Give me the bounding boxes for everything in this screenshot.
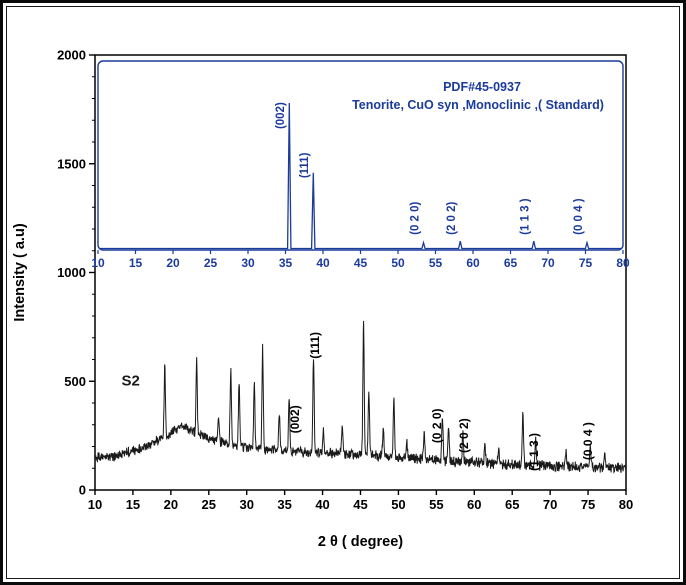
main-hkl-label: (002) bbox=[288, 405, 302, 433]
inset-hkl-label: (111) bbox=[299, 152, 311, 178]
main-hkl-label: (0 0 4 ) bbox=[581, 422, 595, 460]
inset-x-axis-tick-label: 50 bbox=[391, 256, 405, 270]
inset-x-axis-tick-label: 15 bbox=[129, 256, 143, 270]
main-hkl-label: (0 2 0) bbox=[430, 408, 444, 443]
x-axis-tick-label: 30 bbox=[239, 497, 253, 512]
inset-hkl-label: (0 2 0) bbox=[410, 201, 422, 234]
inset-x-axis-tick-label: 40 bbox=[316, 256, 330, 270]
inset-title-line1: PDF#45-0937 bbox=[443, 80, 521, 94]
y-axis-tick-label: 1500 bbox=[57, 156, 86, 171]
x-axis-tick-label: 15 bbox=[126, 497, 140, 512]
inset-x-axis-tick-label: 80 bbox=[616, 256, 630, 270]
inset-x-axis-tick-label: 60 bbox=[466, 256, 480, 270]
inset-hkl-label: (2 0 2) bbox=[446, 201, 458, 234]
x-axis-tick-label: 20 bbox=[164, 497, 178, 512]
inset-title-line2: Tenorite, CuO syn ,Monoclinic ,( Standar… bbox=[352, 98, 604, 112]
inset-hkl-label: (002) bbox=[275, 102, 287, 129]
y-axis-tick-label: 0 bbox=[79, 483, 86, 498]
x-axis-tick-label: 50 bbox=[391, 497, 405, 512]
inset-hkl-label: (0 0 4 ) bbox=[573, 198, 585, 235]
inset-x-axis-tick-label: 35 bbox=[279, 256, 293, 270]
inset-x-axis-tick-label: 10 bbox=[91, 256, 105, 270]
inset-x-axis-tick-label: 25 bbox=[204, 256, 218, 270]
inset-x-axis-tick-label: 30 bbox=[241, 256, 255, 270]
main-hkl-label: (111) bbox=[308, 332, 322, 359]
x-axis-title: 2 θ ( degree) bbox=[318, 534, 403, 550]
x-axis-tick-label: 60 bbox=[467, 497, 481, 512]
y-axis-tick-label: 2000 bbox=[57, 48, 86, 63]
main-hkl-label: (2 0 2) bbox=[457, 418, 471, 453]
x-axis-tick-label: 70 bbox=[543, 497, 557, 512]
main-hkl-label: (1 1 3 ) bbox=[527, 433, 541, 471]
inset-x-axis-tick-label: 65 bbox=[504, 256, 518, 270]
inset-x-axis-tick-label: 75 bbox=[579, 256, 593, 270]
x-axis-tick-label: 35 bbox=[277, 497, 291, 512]
y-axis-tick-label: 500 bbox=[64, 374, 86, 389]
x-axis-tick-label: 75 bbox=[581, 497, 595, 512]
x-axis-tick-label: 40 bbox=[315, 497, 329, 512]
inset-x-axis-tick-label: 45 bbox=[354, 256, 368, 270]
inset-x-axis-tick-label: 20 bbox=[166, 256, 180, 270]
x-axis-tick-label: 55 bbox=[429, 497, 443, 512]
x-axis-tick-label: 10 bbox=[88, 497, 102, 512]
inset-x-axis-tick-label: 55 bbox=[429, 256, 443, 270]
reference-trace bbox=[99, 102, 622, 250]
inset-border bbox=[97, 60, 624, 251]
main-plot-border bbox=[94, 54, 627, 491]
inset-x-axis-tick-label: 70 bbox=[541, 256, 555, 270]
y-axis-tick-label: 1000 bbox=[57, 265, 86, 280]
y-axis-title: Intensity ( a.u) bbox=[12, 223, 28, 321]
x-axis-tick-label: 45 bbox=[353, 497, 367, 512]
x-axis-tick-label: 80 bbox=[619, 497, 633, 512]
inset-hkl-label: (1 1 3 ) bbox=[520, 198, 532, 235]
sample-label: S2 bbox=[121, 373, 139, 390]
x-axis-tick-label: 65 bbox=[505, 497, 519, 512]
sample-trace bbox=[95, 320, 626, 474]
x-axis-tick-label: 25 bbox=[202, 497, 216, 512]
